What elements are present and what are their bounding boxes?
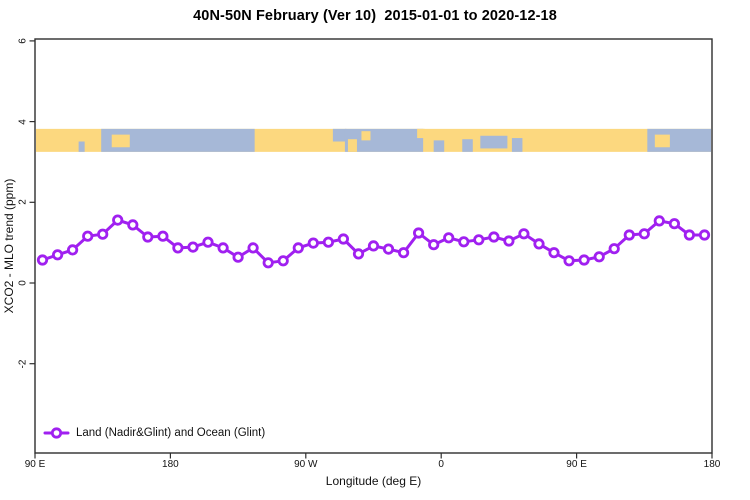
legend-key-marker	[50, 427, 63, 439]
chart-title: 40N-50N February (Ver 10) 2015-01-01 to …	[193, 8, 557, 24]
x-tick-label: 90 E	[24, 459, 46, 470]
data-point-marker	[428, 239, 440, 251]
data-point-marker	[533, 238, 545, 250]
y-tick-label: 2	[17, 199, 29, 206]
x-axis-label: Longitude (deg E)	[325, 474, 422, 488]
data-point-marker	[608, 243, 620, 255]
data-point-marker	[397, 247, 410, 259]
data-point-marker	[367, 240, 380, 252]
y-axis-label: XCO2 - MLO trend (ppm)	[2, 178, 16, 314]
data-point-marker	[503, 235, 515, 247]
map-band-ocean-patch	[462, 139, 473, 152]
data-point-marker	[157, 230, 169, 242]
data-point-marker	[563, 255, 575, 267]
data-point-marker	[518, 228, 530, 240]
map-band-ocean-patch	[480, 135, 508, 149]
data-point-marker	[277, 255, 289, 267]
y-tick-label: 4	[17, 118, 29, 125]
data-point-marker	[97, 228, 109, 240]
data-point-marker	[67, 244, 79, 256]
map-band-land-patch	[654, 134, 670, 148]
data-point-marker	[382, 243, 395, 255]
data-point-marker	[187, 241, 199, 253]
data-point-marker	[36, 254, 49, 266]
map-band-ocean-patch	[101, 128, 255, 152]
map-band-ocean-patch	[433, 140, 445, 152]
data-point-marker	[202, 236, 214, 248]
map-band-land-patch	[111, 134, 130, 148]
data-point-marker	[337, 233, 349, 245]
data-point-marker	[307, 237, 319, 249]
data-point-marker	[578, 254, 590, 266]
data-point-marker	[292, 242, 304, 254]
y-tick-label: 6	[17, 38, 29, 44]
data-point-marker	[623, 229, 635, 241]
map-band-ocean-patch	[78, 141, 85, 152]
data-point-marker	[458, 236, 470, 248]
x-tick-label: 90 E	[566, 459, 587, 470]
map-band-ocean-patch	[511, 138, 523, 152]
data-point-marker	[247, 242, 259, 254]
map-band-land-patch	[347, 139, 357, 152]
y-tick-label: 0	[17, 280, 29, 286]
data-point-marker	[698, 229, 711, 241]
data-point-marker	[232, 251, 244, 263]
x-tick-label: 90 W	[294, 459, 318, 470]
data-point-marker	[217, 242, 229, 254]
data-point-marker	[443, 232, 455, 244]
data-point-marker	[473, 234, 485, 246]
plot-box	[34, 38, 713, 454]
x-tick-label: 180	[703, 459, 721, 470]
x-tick-label: 0	[438, 459, 444, 470]
map-band-land-patch	[417, 128, 425, 139]
data-point-marker	[51, 249, 64, 261]
data-point-marker	[653, 215, 665, 227]
data-point-marker	[593, 251, 605, 263]
data-point-marker	[142, 231, 154, 243]
y-tick-label: -2	[17, 359, 29, 369]
data-point-marker	[322, 236, 334, 248]
data-point-marker	[548, 247, 560, 259]
data-point-marker	[127, 219, 139, 231]
data-point-marker	[638, 228, 650, 240]
data-point-marker	[352, 248, 365, 260]
x-tick-label: 180	[162, 459, 179, 470]
data-point-marker	[412, 227, 425, 239]
data-point-marker	[262, 257, 274, 269]
data-point-marker	[668, 218, 681, 230]
data-point-marker	[112, 214, 124, 226]
data-point-marker	[488, 231, 500, 243]
data-point-marker	[683, 229, 696, 241]
legend-label: Land (Nadir&Glint) and Ocean (Glint)	[76, 427, 266, 439]
map-band-land-patch	[361, 131, 371, 141]
data-point-marker	[82, 230, 94, 242]
data-point-marker	[172, 242, 184, 254]
map-band-ocean-patch	[332, 128, 347, 142]
